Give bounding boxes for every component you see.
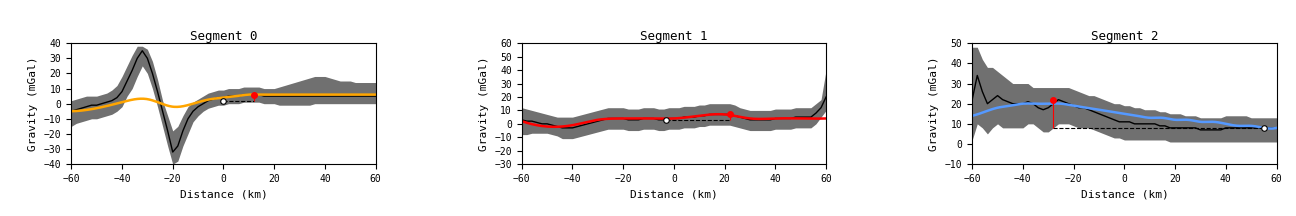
Title: Segment 1: Segment 1 — [640, 30, 708, 43]
Y-axis label: Gravity (mGal): Gravity (mGal) — [929, 56, 940, 151]
X-axis label: Distance (km): Distance (km) — [180, 189, 267, 199]
Y-axis label: Gravity (mGal): Gravity (mGal) — [29, 56, 39, 151]
X-axis label: Distance (km): Distance (km) — [630, 189, 718, 199]
X-axis label: Distance (km): Distance (km) — [1081, 189, 1168, 199]
Y-axis label: Gravity (mGal): Gravity (mGal) — [478, 56, 489, 151]
Title: Segment 0: Segment 0 — [189, 30, 257, 43]
Title: Segment 2: Segment 2 — [1091, 30, 1159, 43]
